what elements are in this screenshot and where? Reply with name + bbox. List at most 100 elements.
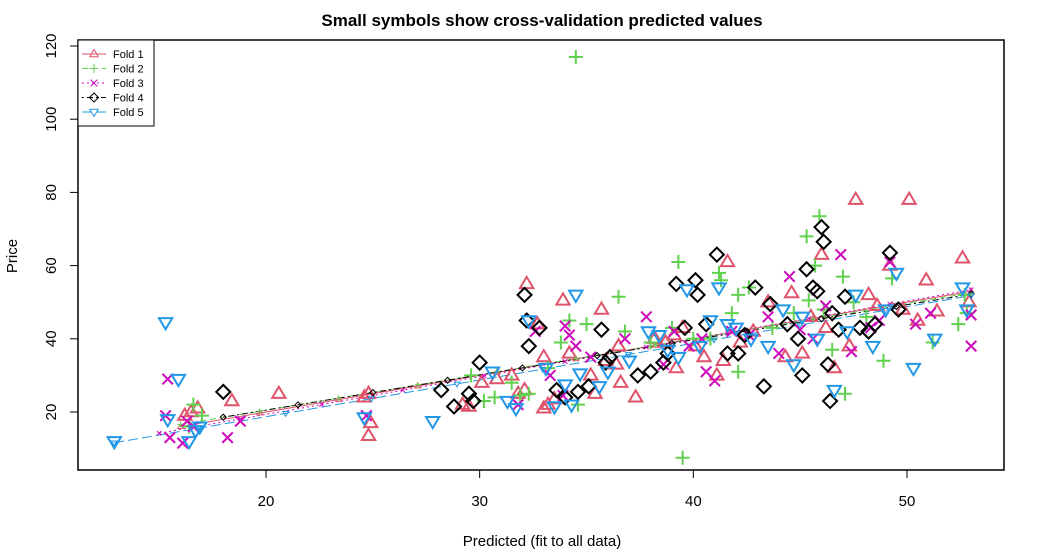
data-point [759, 293, 777, 308]
data-point [881, 244, 899, 262]
data-point [659, 344, 677, 359]
data-point [223, 392, 241, 407]
data-point [642, 363, 660, 381]
data-point [866, 315, 884, 333]
data-point [847, 190, 865, 205]
cv-point [414, 381, 421, 388]
y-tick-label: 20 [43, 404, 60, 421]
data-point [667, 275, 685, 293]
data-point [772, 347, 785, 360]
cv-point [256, 408, 263, 415]
data-point [702, 315, 719, 330]
data-point [553, 335, 568, 350]
data-point [671, 254, 686, 269]
cv-point [817, 315, 826, 323]
data-point [742, 333, 760, 348]
data-point [755, 377, 773, 395]
cv-point [334, 395, 343, 402]
data-point [464, 392, 482, 410]
axes: 20 30 40 50 20 40 60 80 100 120 [43, 33, 915, 510]
data-point [627, 388, 645, 403]
cv-point [400, 387, 406, 393]
data-point [783, 284, 801, 299]
data-point [546, 401, 563, 416]
data-point [954, 282, 971, 297]
data-point [460, 397, 478, 412]
data-point [825, 384, 843, 399]
y-tick-label: 40 [43, 330, 60, 347]
y-axis-label: Price [4, 239, 21, 273]
data-point [568, 49, 583, 64]
data-point [176, 437, 189, 450]
data-point [270, 384, 288, 399]
x-tick-label: 50 [899, 493, 916, 510]
data-point [761, 295, 779, 313]
chart-title: Small symbols show cross-validation pred… [321, 11, 762, 30]
data-point [789, 330, 807, 348]
data-point [499, 395, 516, 410]
data-point [655, 354, 672, 372]
data-point [424, 415, 442, 431]
cv-point [710, 337, 718, 344]
data-point [711, 265, 726, 280]
cv-point [562, 358, 568, 365]
cv-point [518, 364, 527, 372]
legend-symbol [88, 92, 100, 103]
data-point [812, 209, 827, 224]
data-point [355, 412, 373, 427]
data-point [724, 306, 739, 321]
cv-point [110, 440, 119, 447]
data-point [667, 359, 685, 374]
data-point [556, 379, 574, 394]
cv-point [335, 395, 342, 402]
data-point [954, 249, 971, 264]
data-point [830, 321, 848, 339]
data-point [445, 398, 463, 415]
x-tick-label: 30 [471, 493, 488, 510]
series-fold-3 [156, 248, 978, 450]
cv-point [294, 401, 302, 409]
data-point [864, 340, 882, 356]
data-point [860, 285, 877, 301]
data-point [926, 333, 944, 348]
data-point [582, 366, 600, 381]
data-point [759, 340, 777, 356]
data-point [836, 288, 854, 306]
data-point [629, 366, 647, 384]
data-point [821, 392, 839, 410]
data-point [676, 319, 694, 337]
data-point [194, 408, 209, 423]
data-point [531, 319, 548, 337]
data-point [579, 317, 594, 332]
data-point [958, 304, 976, 319]
legend-label: Fold 5 [113, 107, 144, 119]
legend: Fold 1 Fold 2 Fold 3 Fold 4 Fold 5 [77, 39, 155, 127]
data-point [520, 337, 538, 355]
data-point [965, 309, 978, 321]
data-point [813, 245, 830, 260]
data-point [669, 351, 687, 367]
legend-symbol [88, 48, 100, 58]
cv-point [651, 342, 658, 349]
data-point [105, 436, 123, 451]
data-point [214, 383, 232, 401]
data-point [774, 304, 792, 319]
data-point [778, 315, 796, 333]
cv-point [196, 425, 204, 433]
data-point [484, 366, 501, 381]
data-point [556, 388, 574, 406]
data-point [554, 291, 572, 306]
x-tick-label: 20 [258, 493, 275, 510]
data-point [518, 312, 536, 329]
data-point [727, 322, 745, 337]
data-point [887, 267, 905, 282]
data-point [876, 353, 891, 368]
fit-line [223, 293, 972, 418]
data-point [163, 431, 176, 444]
cv-point [369, 388, 377, 397]
data-point [808, 282, 826, 300]
data-point [560, 344, 578, 359]
data-point [548, 381, 566, 399]
data-point [746, 279, 764, 296]
data-point [169, 373, 187, 389]
